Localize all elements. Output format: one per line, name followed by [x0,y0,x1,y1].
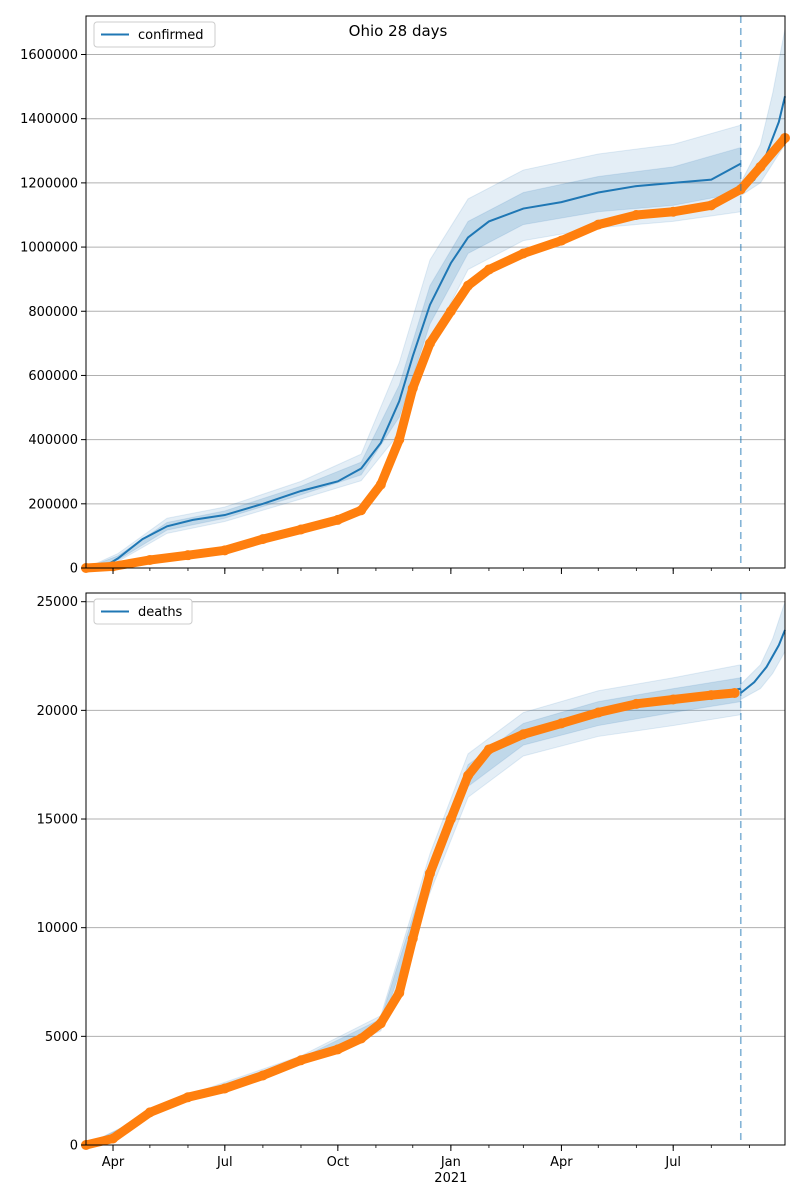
y-tick-label: 800000 [28,305,78,320]
y-tick-label: 1600000 [20,48,78,63]
band-outer [85,124,742,569]
observed-point [394,987,405,998]
observed-point [407,383,418,394]
x-tick-label: Apr [102,1155,125,1170]
x-tick-label: Oct [327,1155,349,1170]
confirmed-x-ticks [112,568,750,574]
x-tick-label: Jan [440,1155,461,1170]
observed-point [182,1092,193,1103]
y-tick-label: 1400000 [20,112,78,127]
observed-point [668,694,679,705]
observed-point [257,1070,268,1081]
confirmed-observed-points [81,132,790,573]
x-tick-label: Apr [550,1155,573,1170]
series-line-forecast [740,629,786,694]
legend-box [93,598,193,625]
y-tick-label: 200000 [28,497,78,512]
observed-point [356,1033,367,1044]
observed-point [182,550,193,561]
observed-point [332,514,343,525]
y-tick-label: 5000 [45,1030,78,1045]
confirmed-legend: confirmed [93,21,216,48]
y-tick-label: 1000000 [20,241,78,256]
y-tick-label: 1200000 [20,176,78,191]
legend-label: deaths [138,605,183,620]
observed-point [593,219,604,230]
observed-point [295,524,306,535]
chart-title: Ohio 28 days [349,22,448,40]
confirmed-y-ticks: 0 200000 400000 600000 800000 1000000 1200000 1… [20,48,86,577]
observed-point [375,479,386,490]
observed-point [463,280,474,291]
observed-point [445,814,456,825]
observed-point [257,534,268,545]
observed-point [424,338,435,349]
series-line-confirmed [85,162,742,569]
y-tick-label: 20000 [37,704,78,719]
observed-point [144,1107,155,1118]
observed-point [375,1018,386,1029]
y-tick-label: 25000 [37,595,78,610]
legend-box [93,21,216,48]
observed-point [394,434,405,445]
observed-point [108,561,119,572]
legend-label: confirmed [138,28,204,43]
y-tick-label: 600000 [28,369,78,384]
y-tick-label: 400000 [28,433,78,448]
deaths-x-ticks: Apr Jul Oct Jan Apr Jul [102,1145,750,1170]
observed-point [668,206,679,217]
observed-point [463,770,474,781]
observed-point [706,200,717,211]
observed-point [556,235,567,246]
x-tick-label: Jul [216,1155,233,1170]
y-tick-label: 0 [70,562,78,577]
observed-point [518,729,529,740]
deaths-axes-frame [85,592,786,1146]
observed-point [445,306,456,317]
y-tick-label: 10000 [37,921,78,936]
observed-point [631,209,642,220]
observed-point [755,161,766,172]
observed-point [706,690,717,701]
observed-point [219,545,230,556]
observed-point [424,868,435,879]
confirmed-axes-frame [85,15,786,569]
observed-point [144,554,155,565]
y-tick-label: 0 [70,1139,78,1154]
observed-point [108,1133,119,1144]
deaths-observed-points [81,687,740,1150]
observed-point [356,505,367,516]
observed-point [332,1044,343,1055]
observed-point [631,698,642,709]
band-inner [85,146,742,569]
x-year-label: 2021 [434,1171,467,1186]
observed-point [593,707,604,718]
observed-point [483,744,494,755]
deaths-legend: deaths [93,598,193,625]
x-tick-label: Jul [664,1155,681,1170]
observed-point [729,687,740,698]
confirmed-panel: 0 200000 400000 600000 800000 1000000 1200000 1… [20,15,790,577]
observed-point [518,248,529,259]
observed-point [556,718,567,729]
y-tick-label: 15000 [37,813,78,828]
deaths-y-ticks: 0 5000 10000 15000 20000 25000 [37,595,86,1154]
observed-point [407,933,418,944]
observed-point [483,264,494,275]
observed-point [295,1055,306,1066]
observed-point [219,1083,230,1094]
